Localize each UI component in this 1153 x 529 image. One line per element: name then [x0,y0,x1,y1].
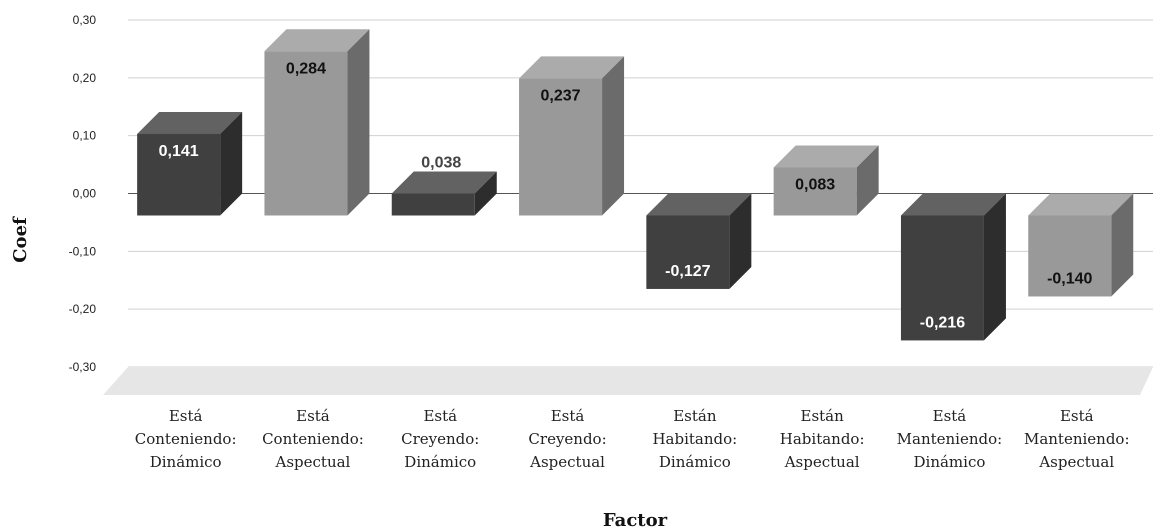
bar-front-face [900,215,984,341]
bar-side-face [220,111,243,216]
x-category-label: Están Habitando: Dinámico [652,407,737,471]
bar-side-face [1111,193,1134,297]
bar-side-face [347,29,370,216]
bar-top-face [264,29,370,52]
bar: 0,083 [773,145,879,216]
bar-data-label: -0,127 [665,263,710,280]
bar: 0,284 [264,29,370,216]
x-axis-categories: Está Conteniendo: Dinámico Está Conteniendo:… [135,407,1130,471]
x-category-label: Está Conteniendo: Dinámico [135,407,237,471]
bar-top-face [900,193,1006,216]
y-tick-label: -0,20 [69,302,97,316]
y-tick-label: -0,30 [69,360,97,374]
bar: 0,237 [519,56,625,216]
bar-data-label: 0,083 [795,176,835,193]
x-category-label: Está Creyendo: Aspectual [528,407,606,471]
bar-data-label: 0,141 [159,143,199,160]
bar-front-face [137,133,221,216]
y-tick-label: 0,30 [73,13,97,27]
bar: 0,038 [391,155,497,216]
x-category-label: Está Creyendo: Dinámico [401,407,479,471]
bar-side-face [729,193,752,289]
bar-data-label: -0,216 [920,314,965,331]
bar-top-face [773,145,879,168]
bar-top-face [137,111,243,134]
bar-front-face [1028,215,1112,297]
bar-top-face [519,56,625,79]
bar-data-label: 0,237 [541,87,581,104]
y-tick-label: 0,00 [73,187,97,201]
x-category-label: Está Manteniendo: Aspectual [1024,407,1130,471]
chart-floor [103,367,1153,395]
bars: 0,141 0,284 0,038 0,237 -0,127 0,083 -0,216 -0,… [137,29,1134,341]
bar-top-face [646,193,752,216]
bar-front-face [519,78,603,216]
bar-side-face [474,171,497,216]
chart-floor-plane [103,367,1153,395]
y-tick-label: -0,10 [69,244,97,258]
bar-data-label: 0,284 [286,60,326,77]
bar: -0,140 [1028,193,1134,297]
bar-side-face [602,56,625,216]
bar-front-face [391,193,475,216]
bar-top-face [391,171,497,194]
x-category-label: Está Manteniendo: Dinámico [897,407,1003,471]
x-category-label: Está Conteniendo: Aspectual [262,407,364,471]
bar-front-face [773,167,857,216]
y-tick-label: 0,10 [73,129,97,143]
bar-front-face [264,51,348,216]
x-axis-title: Factor [603,510,668,529]
bar: 0,141 [137,111,243,216]
bar-data-label: -0,140 [1047,270,1092,287]
bar: -0,127 [646,193,752,289]
bar-side-face [983,193,1006,341]
bar: -0,216 [900,193,1006,341]
x-category-label: Están Habitando: Aspectual [780,407,865,471]
y-tick-label: 0,20 [73,71,97,85]
bar-front-face [646,215,730,289]
y-axis-ticks: 0,30 0,20 0,10 0,00 -0,10 -0,20 -0,30 [69,13,97,374]
y-axis-title: Coef [10,216,31,263]
bar-top-face [1028,193,1134,216]
bar-side-face [856,145,879,216]
bar-data-label: 0,038 [421,155,461,172]
